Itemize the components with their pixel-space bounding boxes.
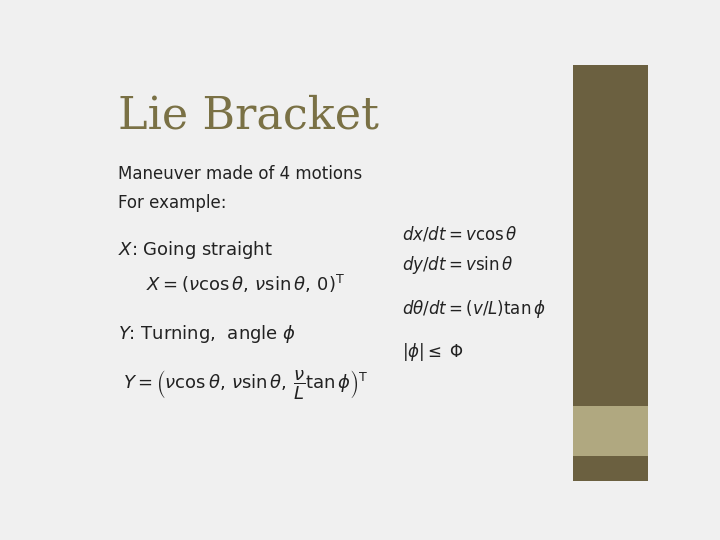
Text: $|\phi| \leq\; \Phi$: $|\phi| \leq\; \Phi$ xyxy=(402,341,464,363)
Text: $dy/dt = v\sin\theta$: $dy/dt = v\sin\theta$ xyxy=(402,254,514,276)
Text: Lie Bracket: Lie Bracket xyxy=(118,94,379,137)
Text: $\mathit{X}$: Going straight: $\mathit{X}$: Going straight xyxy=(118,239,273,261)
FancyBboxPatch shape xyxy=(572,456,648,481)
Text: $d\theta/dt = (v/L)\tan\phi$: $d\theta/dt = (v/L)\tan\phi$ xyxy=(402,298,546,320)
Text: Maneuver made of 4 motions: Maneuver made of 4 motions xyxy=(118,165,362,183)
FancyBboxPatch shape xyxy=(572,406,648,456)
Text: $dx/dt = v\cos\theta$: $dx/dt = v\cos\theta$ xyxy=(402,225,518,244)
FancyBboxPatch shape xyxy=(572,65,648,406)
Text: $Y = \left(\nu\cos\theta,\,\nu\sin\theta,\,\dfrac{\nu}{L}\tan\phi\right)^{\mathr: $Y = \left(\nu\cos\theta,\,\nu\sin\theta… xyxy=(124,368,369,401)
Text: $X = \left(\nu\cos\theta,\,\nu\sin\theta,\,0\right)^{\mathrm{T}}$: $X = \left(\nu\cos\theta,\,\nu\sin\theta… xyxy=(145,273,345,295)
Text: For example:: For example: xyxy=(118,194,226,212)
Text: $\mathit{Y}$: Turning,  angle $\phi$: $\mathit{Y}$: Turning, angle $\phi$ xyxy=(118,322,296,345)
